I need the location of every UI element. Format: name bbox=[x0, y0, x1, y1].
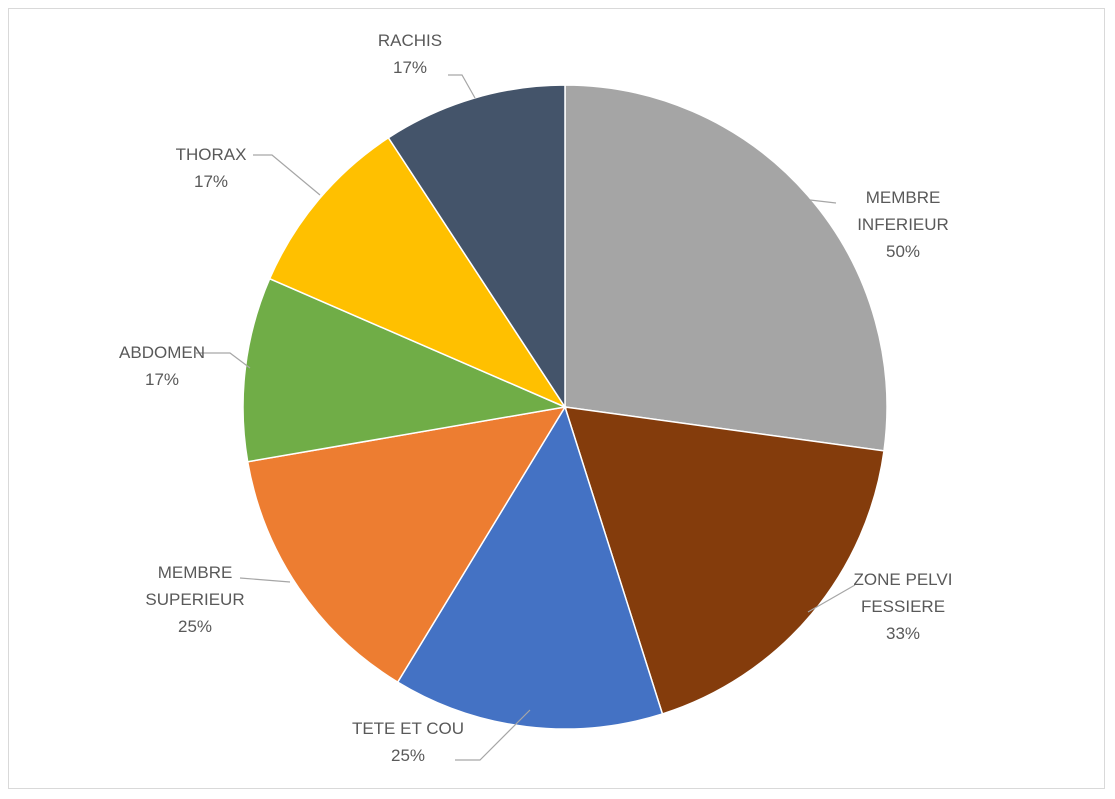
leader-line-zone-pelvi-fessiere bbox=[807, 584, 856, 613]
leader-line-membre-superieur bbox=[239, 577, 291, 583]
pie-slice-rachis bbox=[387, 84, 566, 410]
data-label-membre-inferieur: MEMBRE INFERIEUR 50% bbox=[857, 188, 949, 261]
leader-lines bbox=[196, 74, 856, 761]
pie-slice-membre-superieur bbox=[246, 405, 567, 684]
pie-slice-abdomen bbox=[242, 277, 568, 463]
data-label-abdomen: ABDOMEN 17% bbox=[119, 343, 205, 389]
pie-slice-membre-inferieur bbox=[564, 84, 888, 452]
leader-line-thorax bbox=[253, 154, 321, 196]
data-label-thorax: THORAX 17% bbox=[176, 145, 247, 191]
leader-line-tete-et-cou bbox=[455, 709, 531, 761]
leader-line-abdomen bbox=[196, 352, 251, 369]
pie-slice-zone-pelvi-fessiere bbox=[563, 406, 885, 715]
pie-slice-tete-et-cou bbox=[396, 405, 664, 730]
leader-line-membre-inferieur bbox=[809, 199, 837, 204]
data-label-zone-pelvi-fessiere: ZONE PELVI FESSIERE 33% bbox=[854, 570, 953, 643]
data-label-rachis: RACHIS 17% bbox=[378, 31, 442, 77]
data-label-membre-superieur: MEMBRE SUPERIEUR 25% bbox=[145, 563, 244, 636]
data-labels: MEMBRE INFERIEUR 50% ZONE PELVI FESSIERE 33% T… bbox=[119, 31, 952, 765]
data-label-tete-et-cou: TETE ET COU 25% bbox=[352, 719, 464, 765]
leader-line-rachis bbox=[448, 74, 476, 99]
pie-slices bbox=[242, 84, 888, 730]
pie-slice-thorax bbox=[268, 136, 568, 409]
